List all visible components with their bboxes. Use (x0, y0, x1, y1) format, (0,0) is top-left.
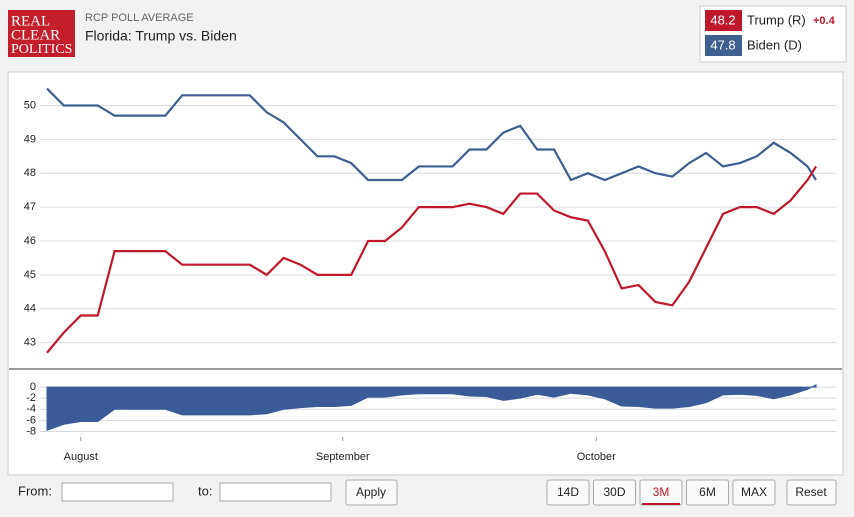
y-tick-label: 50 (24, 99, 36, 111)
series-line (46, 165, 817, 354)
range-button[interactable] (732, 479, 776, 506)
reset-label: Reset (795, 485, 827, 499)
y-tick-label: 44 (24, 303, 36, 315)
y-tick-label: 43 (24, 337, 36, 349)
legend-value: 47.8 (710, 37, 735, 52)
y-tick-label: -2 (26, 392, 36, 404)
from-input[interactable] (61, 482, 174, 502)
logo-box (8, 10, 75, 57)
range-label: 30D (603, 485, 625, 499)
y-tick-label: 46 (24, 235, 36, 247)
from-label: From: (18, 483, 52, 498)
y-tick-label: 45 (24, 269, 36, 281)
legend-name: Trump (R) (747, 12, 806, 27)
y-tick-label: 47 (24, 201, 36, 213)
y-tick-label: 49 (24, 133, 36, 145)
title: Florida: Trump vs. Biden (85, 28, 237, 44)
legend-name: Biden (D) (747, 37, 802, 52)
to-input[interactable] (219, 482, 332, 502)
range-label: 6M (699, 485, 716, 499)
y-tick-label: -6 (26, 414, 36, 426)
x-tick-label: September (316, 451, 370, 463)
y-tick-label: -4 (26, 403, 36, 415)
y-tick-label: 48 (24, 167, 36, 179)
x-tick-label: August (64, 451, 98, 463)
apply-label: Apply (356, 485, 386, 499)
legend-change: +0.4 (813, 15, 836, 27)
range-button[interactable] (686, 479, 729, 506)
spread-area (46, 384, 817, 432)
series-line (46, 87, 817, 182)
logo: REAL (11, 13, 50, 29)
legend-value: 48.2 (710, 12, 735, 27)
range-label: MAX (741, 485, 767, 499)
x-tick-label: October (577, 451, 616, 463)
range-button[interactable] (593, 479, 636, 506)
y-tick-label: -8 (26, 425, 36, 437)
legend-swatch (705, 35, 742, 56)
range-button[interactable] (546, 479, 590, 506)
range-label: 3M (653, 485, 670, 499)
reset-button[interactable] (786, 479, 837, 506)
range-label: 14D (557, 485, 579, 499)
y-tick-label: 0 (30, 381, 36, 393)
logo: CLEAR (11, 27, 60, 43)
kicker: RCP POLL AVERAGE (85, 12, 194, 24)
apply-button[interactable] (345, 479, 398, 506)
logo: POLITICS (11, 42, 72, 57)
to-label: to: (198, 483, 212, 498)
plot-panel (7, 71, 844, 476)
legend-swatch (705, 10, 742, 31)
